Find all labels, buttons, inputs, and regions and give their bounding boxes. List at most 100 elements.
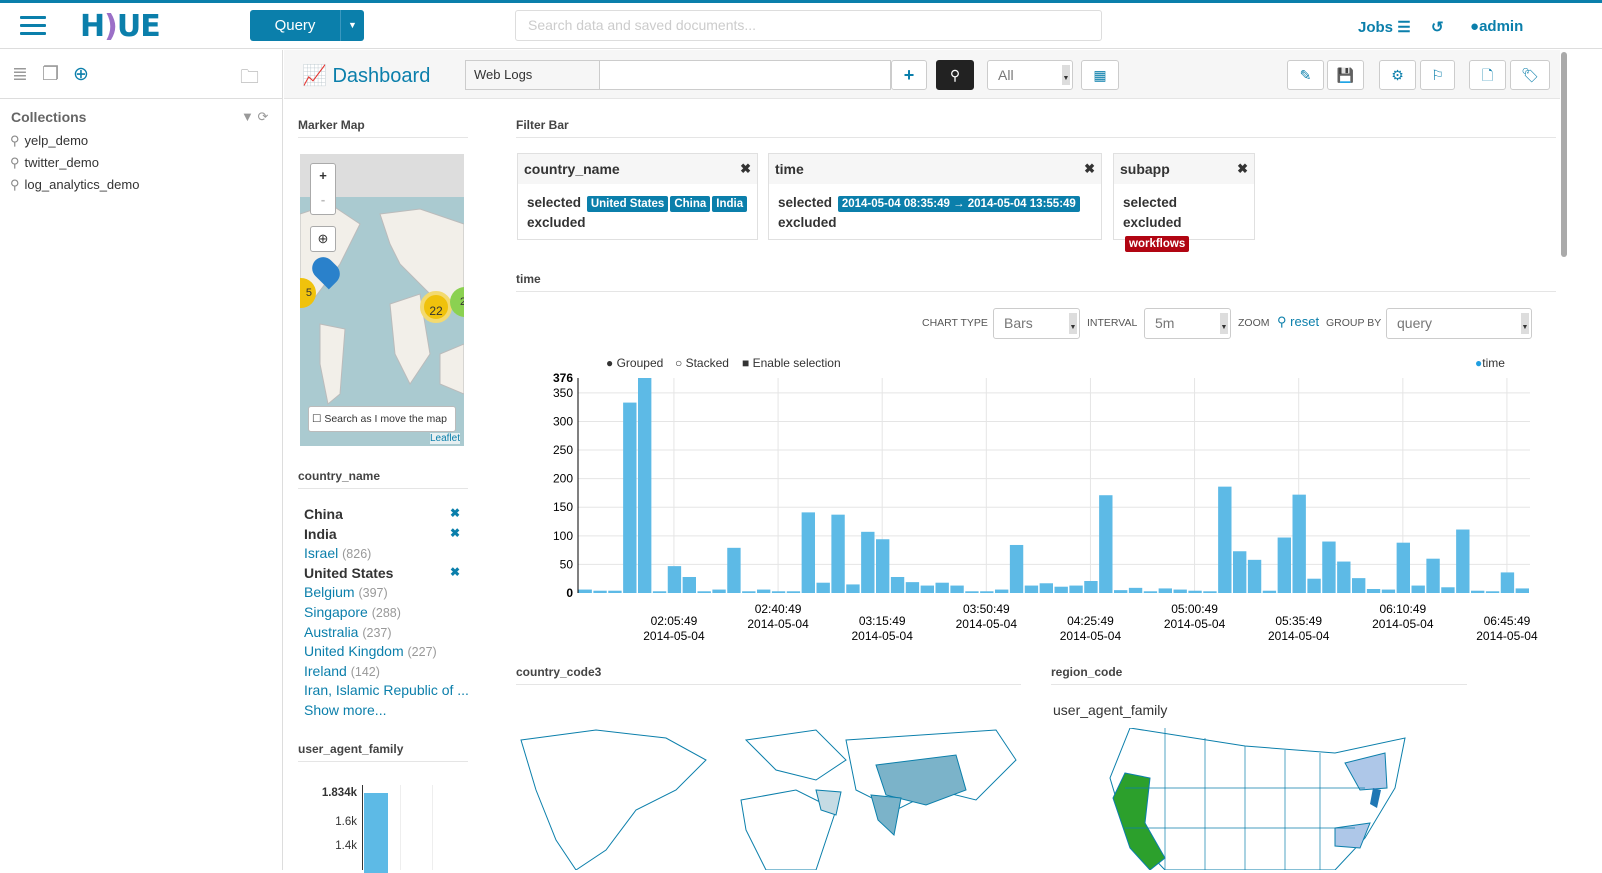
selected-value-tag[interactable]: United States xyxy=(586,196,669,212)
bar[interactable] xyxy=(652,591,667,593)
enable-selection-toggle[interactable]: ■ Enable selection xyxy=(742,356,841,370)
bar[interactable] xyxy=(1173,589,1187,593)
hamburger-menu-icon[interactable] xyxy=(20,16,46,36)
search-collections-icon[interactable]: ⊕ xyxy=(73,64,89,85)
settings-gear-icon[interactable]: ⚙ xyxy=(1379,60,1416,90)
bar[interactable] xyxy=(1337,561,1351,593)
world-choropleth-map[interactable] xyxy=(516,720,1021,870)
marker-cluster[interactable]: 2 xyxy=(450,287,464,317)
bar[interactable] xyxy=(1084,580,1098,593)
bar[interactable] xyxy=(1322,541,1336,593)
bar[interactable] xyxy=(1366,588,1381,593)
bar[interactable] xyxy=(920,585,934,593)
marker-map[interactable]: + - ⊕ 22 5 2 ☐ Search as I move the map L… xyxy=(300,154,464,446)
selected-value-tag[interactable]: 2014-05-04 08:35:49 → 2014-05-04 13:55:4… xyxy=(837,196,1080,212)
selected-value-tag[interactable]: India xyxy=(712,196,748,212)
facet-item[interactable]: Iran, Islamic Republic of ... xyxy=(304,682,469,702)
bar[interactable] xyxy=(667,566,682,593)
bar[interactable] xyxy=(1471,590,1485,593)
bar[interactable] xyxy=(1188,590,1202,593)
selected-value-tag[interactable]: China xyxy=(670,196,711,212)
ua-bar[interactable] xyxy=(364,793,388,873)
bar[interactable] xyxy=(1411,585,1425,593)
bar[interactable] xyxy=(950,585,964,593)
bar[interactable] xyxy=(1426,558,1440,593)
bar[interactable] xyxy=(1277,537,1291,593)
facet-item[interactable]: China ✖ xyxy=(304,506,464,526)
bar[interactable] xyxy=(742,591,756,593)
bar[interactable] xyxy=(1247,559,1262,593)
search-as-move-checkbox[interactable]: ☐ Search as I move the map xyxy=(308,406,456,432)
collection-item[interactable]: ⚲ twitter_demo xyxy=(10,155,139,177)
bar[interactable] xyxy=(1441,587,1455,593)
collection-select[interactable]: Web Logs xyxy=(465,60,600,90)
bar[interactable] xyxy=(1009,544,1024,593)
bar[interactable] xyxy=(1262,590,1277,593)
bar[interactable] xyxy=(905,582,920,593)
bar[interactable] xyxy=(1203,591,1217,593)
zoom-box-icon[interactable]: ⊕ xyxy=(310,226,336,252)
bar[interactable] xyxy=(1233,551,1247,593)
new-document-icon[interactable]: 🗋 xyxy=(1469,60,1506,90)
bar[interactable] xyxy=(638,378,652,593)
chart-type-select[interactable]: Bars ▼ xyxy=(993,308,1080,339)
bar[interactable] xyxy=(1143,591,1158,593)
collection-item[interactable]: ⚲ log_analytics_demo xyxy=(10,177,139,199)
calendar-icon[interactable]: ▦ xyxy=(1081,60,1119,90)
remove-facet-icon[interactable]: ✖ xyxy=(449,506,460,520)
remove-facet-icon[interactable]: ✖ xyxy=(449,564,460,579)
bookmark-icon[interactable]: ⚐ xyxy=(1420,60,1455,90)
remove-facet-icon[interactable]: ✖ xyxy=(449,525,460,540)
hue-logo[interactable]: H)UE xyxy=(80,9,161,44)
facet-item[interactable]: Ireland (142) xyxy=(304,663,464,683)
date-filter-select[interactable]: All ▼ xyxy=(987,60,1073,90)
facet-item[interactable]: Belgium (397) xyxy=(304,584,464,604)
legend-time[interactable]: ●time xyxy=(1475,356,1505,370)
facet-item[interactable]: Australia (237) xyxy=(304,624,464,644)
bar[interactable] xyxy=(757,589,771,593)
bar[interactable] xyxy=(935,582,949,593)
caret-down-icon[interactable]: ▼ xyxy=(340,10,364,41)
zoom-in-button[interactable]: + xyxy=(319,168,327,183)
bar[interactable] xyxy=(1515,588,1529,593)
excluded-value-tag[interactable]: workflows xyxy=(1125,236,1190,252)
facet-item[interactable]: India ✖ xyxy=(304,526,464,546)
bar[interactable] xyxy=(1054,586,1068,593)
documents-icon[interactable]: ❐ xyxy=(42,64,60,85)
bar[interactable] xyxy=(1218,486,1232,593)
bar[interactable] xyxy=(771,591,786,593)
refresh-icon[interactable]: ⟳ xyxy=(257,109,269,124)
bar[interactable] xyxy=(682,576,696,593)
bar[interactable] xyxy=(1485,591,1500,593)
bar[interactable] xyxy=(876,539,890,593)
remove-filter-icon[interactable]: ✖ xyxy=(1084,161,1095,176)
leaflet-attribution[interactable]: Leaflet xyxy=(429,433,460,444)
bar[interactable] xyxy=(1396,542,1410,593)
tags-icon[interactable]: 🏷 xyxy=(1510,60,1550,90)
bar[interactable] xyxy=(1500,572,1515,593)
global-search-input[interactable]: Search data and saved documents... xyxy=(515,10,1102,41)
grouped-radio[interactable]: ● Grouped xyxy=(606,356,664,370)
marker-cluster[interactable]: 5 xyxy=(300,278,316,308)
bar[interactable] xyxy=(608,590,622,593)
interval-select[interactable]: 5m ▼ xyxy=(1144,308,1231,339)
search-button[interactable]: ⚲ xyxy=(936,60,974,90)
bar[interactable] xyxy=(1292,494,1306,593)
edit-pencil-icon[interactable]: ✎ xyxy=(1287,60,1324,90)
history-icon[interactable]: ↺ xyxy=(1431,19,1444,36)
user-menu[interactable]: ●admin xyxy=(1470,18,1523,35)
bar[interactable] xyxy=(1158,588,1172,593)
bar[interactable] xyxy=(1069,585,1083,593)
bar[interactable] xyxy=(831,514,845,593)
filter-icon[interactable]: ▼ xyxy=(241,109,254,124)
bar[interactable] xyxy=(786,591,801,593)
bar[interactable] xyxy=(846,584,860,593)
bar[interactable] xyxy=(697,591,711,593)
group-by-select[interactable]: query ▼ xyxy=(1386,308,1532,339)
zoom-reset-link[interactable]: ⚲ reset xyxy=(1277,314,1319,330)
bar[interactable] xyxy=(1099,495,1113,593)
bar[interactable] xyxy=(712,589,726,593)
marker-cluster[interactable]: 22 xyxy=(420,291,452,323)
bar[interactable] xyxy=(578,589,592,593)
show-more-link[interactable]: Show more... xyxy=(304,701,387,718)
